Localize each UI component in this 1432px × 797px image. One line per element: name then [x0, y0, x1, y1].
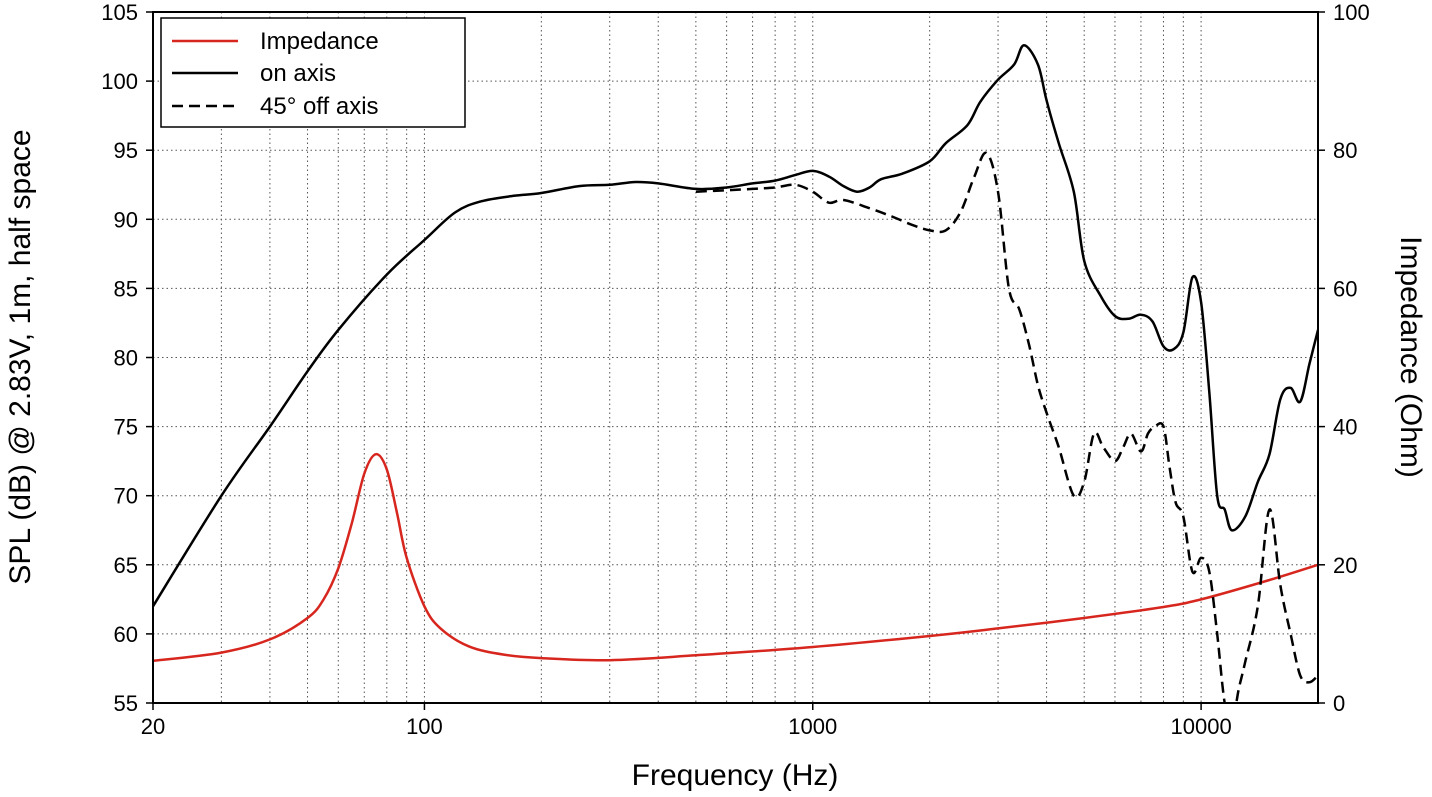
x-tick-label: 20: [141, 714, 165, 739]
x-tick-label: 100: [406, 714, 443, 739]
series-impedance-line: [153, 452, 1318, 663]
y-tick-label: 100: [101, 69, 138, 94]
y-tick-label: 70: [114, 484, 138, 509]
y2-tick-label: 0: [1333, 691, 1345, 716]
tick-labels: 20 100 1000 10000 55 60 65 70 75 80 85 90 95 100 105 0 2…: [101, 0, 1369, 739]
legend-label-on-axis: on axis: [260, 60, 336, 87]
legend-label-off-axis: 45° off axis: [260, 93, 379, 120]
y-tick-label: 85: [114, 276, 138, 301]
series-on-axis-line: [153, 43, 1318, 607]
y-tick-label: 55: [114, 691, 138, 716]
x-tick-label: 10000: [1171, 714, 1232, 739]
legend-label-impedance: Impedance: [260, 28, 379, 55]
y2-tick-label: 80: [1333, 138, 1357, 163]
y-tick-label: 95: [114, 138, 138, 163]
y2-axis-label: Impedance (Ohm): [1394, 236, 1427, 478]
y-tick-label: 65: [114, 553, 138, 578]
y2-tick-label: 40: [1333, 415, 1357, 440]
y-axis-label: SPL (dB) @ 2.83V, 1m, half space: [4, 129, 37, 584]
y-tick-label: 80: [114, 346, 138, 371]
y2-tick-label: 20: [1333, 553, 1357, 578]
x-tick-label: 1000: [788, 714, 837, 739]
legend: Impedance on axis 45° off axis: [160, 17, 466, 128]
series-off-axis-line: [695, 151, 1318, 703]
data-series: [153, 43, 1318, 703]
y-tick-label: 75: [114, 415, 138, 440]
y-tick-label: 90: [114, 207, 138, 232]
x-axis-label: Frequency (Hz): [632, 759, 839, 792]
y-tick-label: 60: [114, 622, 138, 647]
y2-tick-label: 60: [1333, 276, 1357, 301]
y-tick-label: 105: [101, 0, 138, 25]
y2-tick-label: 100: [1333, 0, 1370, 25]
